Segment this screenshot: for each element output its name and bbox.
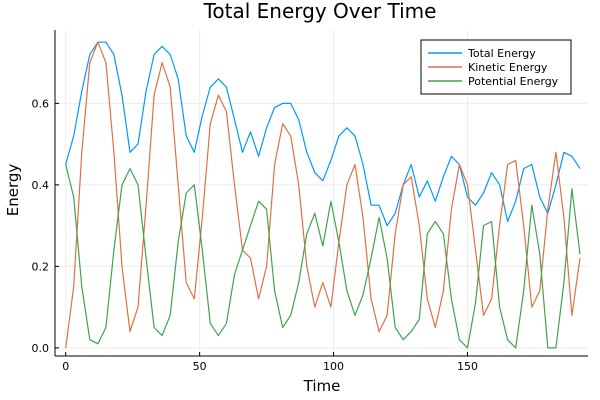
x-axis-ticks: 0 50 100 150	[62, 352, 478, 373]
y-tick-label: 0.4	[32, 179, 50, 192]
y-tick-label: 0.6	[32, 97, 50, 110]
series-lines	[65, 41, 581, 349]
series-line-potential-energy	[65, 164, 581, 349]
y-tick-label: 0.2	[32, 260, 50, 273]
series-line-total-energy	[65, 41, 581, 227]
x-tick-label: 50	[193, 360, 207, 373]
legend-label-total-energy: Total Energy	[467, 47, 536, 60]
y-axis-label: Energy	[4, 164, 22, 217]
x-axis-label: Time	[303, 377, 341, 395]
x-tick-label: 100	[323, 360, 344, 373]
chart-title: Total Energy Over Time	[203, 0, 437, 23]
legend-label-kinetic-energy: Kinetic Energy	[468, 61, 548, 74]
legend-label-potential-energy: Potential Energy	[468, 75, 559, 88]
x-tick-label: 0	[62, 360, 69, 373]
y-tick-label: 0.0	[32, 342, 50, 355]
x-tick-label: 150	[457, 360, 478, 373]
series-line-kinetic-energy	[65, 41, 581, 348]
y-axis-ticks: 0.0 0.2 0.4 0.6	[32, 97, 59, 355]
